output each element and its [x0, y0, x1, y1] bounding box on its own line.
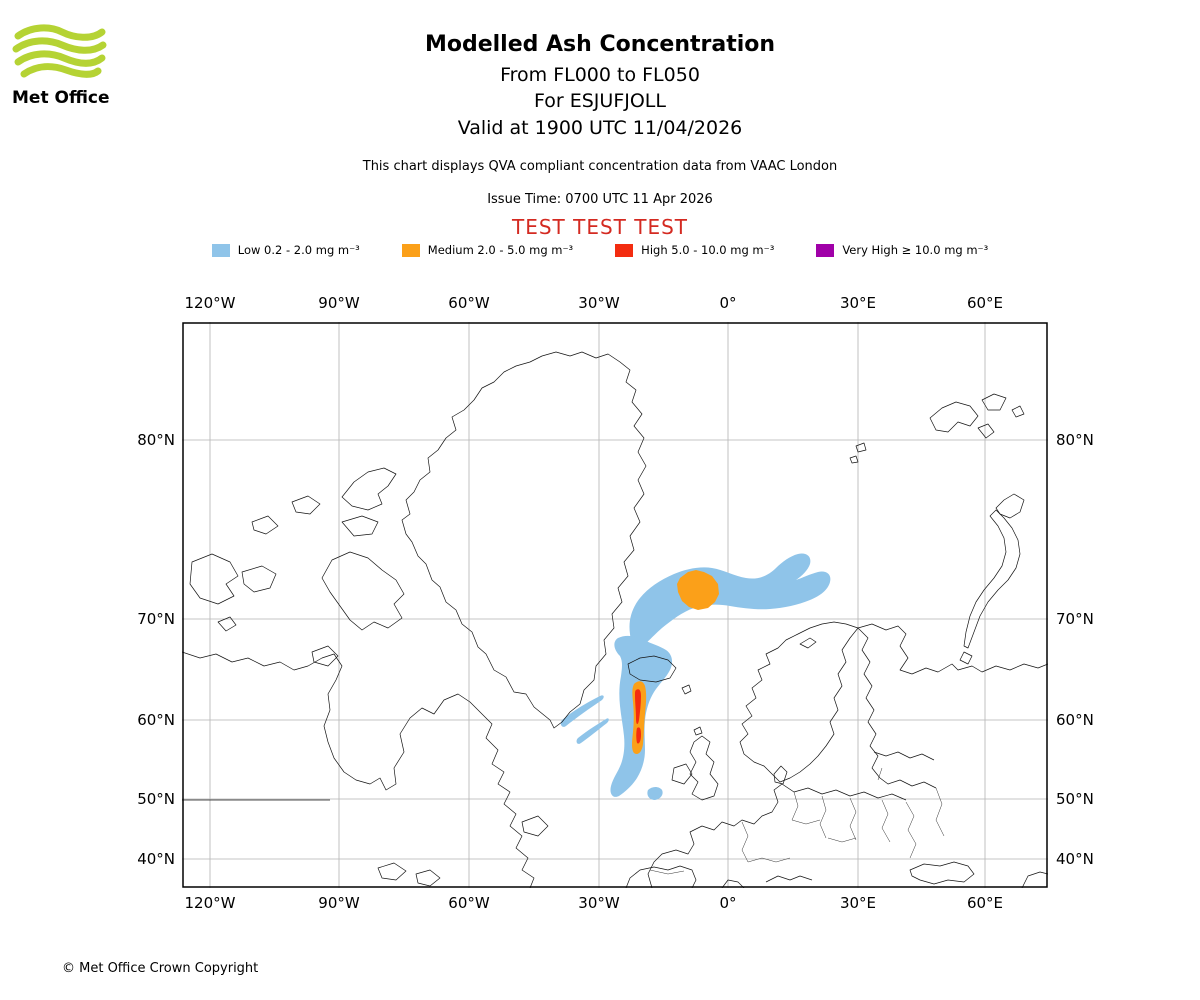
copyright-notice: © Met Office Crown Copyright [62, 961, 259, 976]
issue-time: Issue Time: 0700 UTC 11 Apr 2026 [487, 192, 713, 207]
y-tick-label: 40°N [137, 850, 175, 868]
y-tick-label: 50°N [1056, 790, 1094, 808]
x-tick-label: 30°W [578, 894, 620, 912]
concentration-legend: Low 0.2 - 2.0 mg m⁻³ Medium 2.0 - 5.0 mg… [0, 243, 1200, 257]
y-tick-label: 80°N [137, 431, 175, 449]
y-tick-label: 60°N [1056, 711, 1094, 729]
legend-item-very-high: Very High ≥ 10.0 mg m⁻³ [816, 243, 988, 257]
compliance-note: This chart displays QVA compliant concen… [362, 159, 838, 174]
x-tick-label: 120°W [184, 894, 236, 912]
map-frame [182, 322, 1048, 888]
met-office-logo-text: Met Office [12, 88, 110, 108]
x-tick-label: 0° [719, 294, 737, 312]
legend-label-low: Low 0.2 - 2.0 mg m⁻³ [237, 243, 360, 257]
x-tick-label: 60°W [448, 894, 490, 912]
legend-swatch-low-icon [211, 243, 230, 257]
ash-plume-high [635, 689, 641, 744]
met-office-logo: Met Office [12, 24, 122, 108]
y-tick-label: 70°N [1056, 610, 1094, 628]
x-tick-label: 90°W [318, 294, 360, 312]
x-tick-label: 60°E [966, 294, 1004, 312]
coastlines [182, 351, 1048, 888]
legend-label-very-high: Very High ≥ 10.0 mg m⁻³ [842, 243, 989, 257]
x-tick-label: 120°W [184, 294, 236, 312]
legend-swatch-high-icon [615, 243, 634, 257]
y-tick-label: 70°N [137, 610, 175, 628]
legend-swatch-medium-icon [401, 243, 420, 257]
test-banner: TEST TEST TEST [511, 215, 688, 239]
volcano-subtitle: For ESJUFJOLL [534, 90, 666, 112]
met-office-logo-waves-icon [12, 24, 107, 78]
y-tick-label: 50°N [137, 790, 175, 808]
legend-label-high: High 5.0 - 10.0 mg m⁻³ [641, 243, 775, 257]
page-title: Modelled Ash Concentration [424, 32, 776, 57]
legend-item-medium: Medium 2.0 - 5.0 mg m⁻³ [401, 243, 574, 257]
legend-item-low: Low 0.2 - 2.0 mg m⁻³ [211, 243, 360, 257]
x-tick-label: 30°E [839, 894, 877, 912]
x-tick-label: 60°W [448, 294, 490, 312]
x-tick-label: 30°W [578, 294, 620, 312]
legend-item-high: High 5.0 - 10.0 mg m⁻³ [615, 243, 774, 257]
y-tick-label: 40°N [1056, 850, 1094, 868]
legend-label-medium: Medium 2.0 - 5.0 mg m⁻³ [427, 243, 574, 257]
legend-swatch-very-high-icon [816, 243, 835, 257]
x-tick-label: 30°E [839, 294, 877, 312]
x-tick-label: 90°W [318, 894, 360, 912]
x-tick-label: 60°E [966, 894, 1004, 912]
graticule-grid [182, 322, 1048, 888]
y-tick-label: 80°N [1056, 431, 1094, 449]
map-canvas [182, 322, 1048, 888]
valid-time-subtitle: Valid at 1900 UTC 11/04/2026 [457, 117, 743, 139]
y-tick-label: 60°N [137, 711, 175, 729]
country-borders [649, 767, 945, 875]
x-tick-label: 0° [719, 894, 737, 912]
flight-levels-subtitle: From FL000 to FL050 [500, 64, 700, 86]
